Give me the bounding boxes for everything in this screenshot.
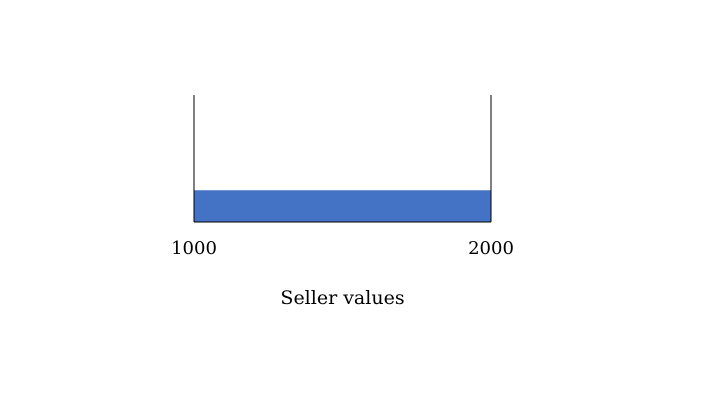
bar-seller-value-range <box>194 190 491 222</box>
x-axis-label: Seller values <box>280 287 404 309</box>
x-tick-label-min: 1000 <box>171 238 217 259</box>
plot-area <box>193 95 492 223</box>
x-tick-label-max: 2000 <box>468 238 514 259</box>
